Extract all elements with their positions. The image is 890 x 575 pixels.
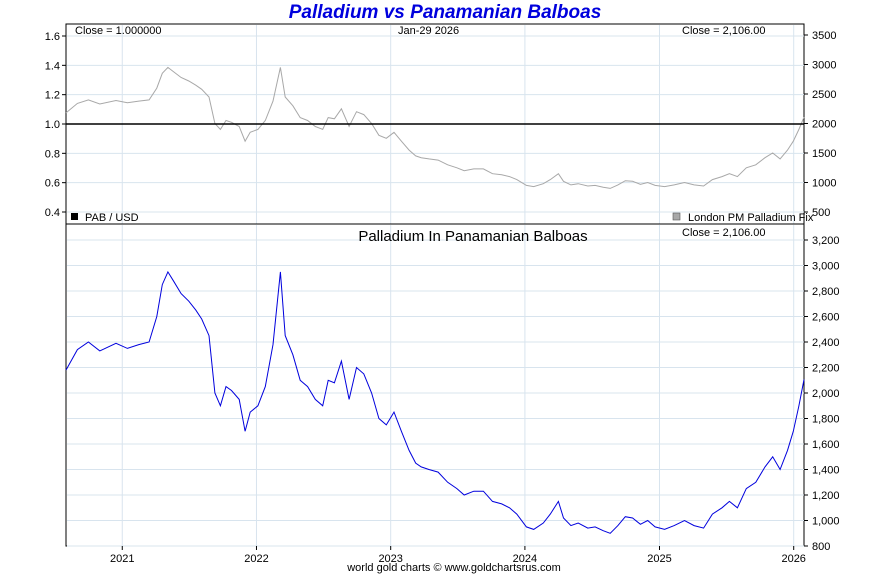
legend-pab-label: PAB / USD xyxy=(85,212,139,224)
x-axis: 2021 2022 2023 2024 2025 2026 xyxy=(110,546,806,565)
top-annotation-center: Jan-29 2026 xyxy=(398,25,459,37)
bottom-right-axis: 3,200 3,000 2,800 2,600 2,400 2,200 2,000 1,800… xyxy=(804,235,840,553)
bottom-right-tick-label: 2,400 xyxy=(812,337,840,349)
top-right-tick-label: 3500 xyxy=(812,30,836,42)
top-left-tick-label: 0.8 xyxy=(45,148,60,160)
legend-pab-swatch xyxy=(71,213,78,220)
bottom-panel-title: Palladium In Panamanian Balboas xyxy=(358,228,587,245)
x-tick-label: 2024 xyxy=(513,553,537,565)
x-tick-label: 2022 xyxy=(244,553,268,565)
bottom-right-tick-label: 1,800 xyxy=(812,414,840,426)
bottom-panel: 3,200 3,000 2,800 2,600 2,400 2,200 2,000 1,800… xyxy=(65,223,840,565)
x-tick-label: 2026 xyxy=(781,553,805,565)
x-tick-label: 2025 xyxy=(647,553,671,565)
x-tick-label: 2023 xyxy=(378,553,402,565)
bottom-right-tick-label: 3,000 xyxy=(812,261,840,273)
top-left-tick-label: 1.4 xyxy=(45,60,60,72)
top-right-axis: 3500 3000 2500 2000 1500 1000 500 xyxy=(804,30,836,219)
palladium-pab-line xyxy=(65,270,805,534)
bottom-right-tick-label: 2,800 xyxy=(812,286,840,298)
top-grid xyxy=(67,25,804,224)
chart-title: Palladium vs Panamanian Balboas xyxy=(288,2,602,23)
top-panel: 1.6 1.4 1.2 1.0 0.8 0.6 0.4 3500 3000 2500 2000 15… xyxy=(45,23,836,225)
top-left-tick-label: 0.6 xyxy=(45,178,60,190)
bottom-right-tick-label: 1,000 xyxy=(812,516,840,528)
top-left-tick-label: 1.2 xyxy=(45,90,60,102)
legend-fix-label: London PM Palladium Fix xyxy=(688,212,814,224)
x-tick-label: 2021 xyxy=(110,553,134,565)
bottom-right-tick-label: 800 xyxy=(812,541,830,553)
bottom-right-tick-label: 1,400 xyxy=(812,465,840,477)
bottom-right-tick-label: 2,000 xyxy=(812,388,840,400)
top-left-tick-label: 1.6 xyxy=(45,31,60,43)
bottom-grid xyxy=(67,225,804,547)
top-annotation-left: Close = 1.000000 xyxy=(75,25,162,37)
bottom-annotation-right: Close = 2,106.00 xyxy=(682,227,765,239)
bottom-right-tick-label: 2,200 xyxy=(812,363,840,375)
bottom-right-tick-label: 1,200 xyxy=(812,490,840,502)
footer-credit: world gold charts © www.goldchartsrus.co… xyxy=(347,562,561,574)
top-right-tick-label: 2000 xyxy=(812,119,836,131)
top-right-tick-label: 500 xyxy=(812,207,830,219)
bottom-right-tick-label: 1,600 xyxy=(812,439,840,451)
top-right-tick-label: 2500 xyxy=(812,89,836,101)
top-right-tick-label: 1500 xyxy=(812,148,836,160)
top-left-tick-label: 1.0 xyxy=(45,119,60,131)
top-right-tick-label: 3000 xyxy=(812,60,836,72)
top-left-tick-label: 0.4 xyxy=(45,207,60,219)
legend-fix-swatch xyxy=(672,212,681,221)
bottom-right-tick-label: 3,200 xyxy=(812,235,840,247)
bottom-right-tick-label: 2,600 xyxy=(812,312,840,324)
top-palladium-fix-line xyxy=(65,66,805,189)
top-left-axis: 1.6 1.4 1.2 1.0 0.8 0.6 0.4 xyxy=(45,31,66,219)
top-annotation-right: Close = 2,106.00 xyxy=(682,25,765,37)
top-right-tick-label: 1000 xyxy=(812,178,836,190)
